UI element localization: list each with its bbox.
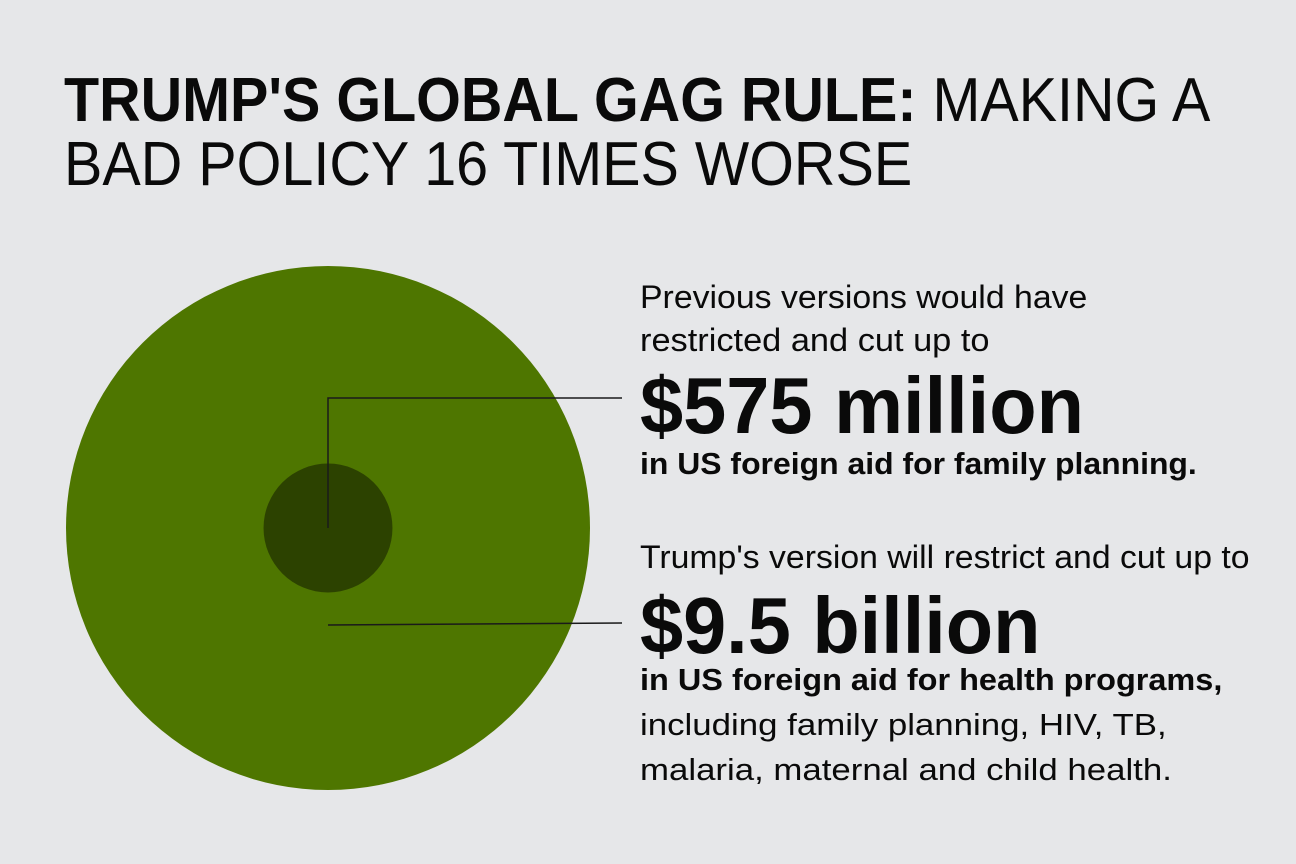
- previous-intro-2: restricted and cut up to: [640, 322, 990, 358]
- previous-intro-1: Previous versions would have: [640, 279, 1088, 315]
- trump-detail-3: malaria, maternal and child health.: [640, 752, 1172, 787]
- previous-amount: $575 million: [640, 361, 1084, 450]
- trump-detail-bold: in US foreign aid for health programs,: [640, 662, 1223, 697]
- trump-detail-2: including family planning, HIV, TB,: [640, 707, 1167, 742]
- previous-detail: in US foreign aid for family planning.: [640, 446, 1197, 481]
- trump-intro: Trump's version will restrict and cut up…: [640, 539, 1250, 575]
- headline-bold: TRUMP'S GLOBAL GAG RULE:: [64, 66, 917, 135]
- leader-line-575-million: [327, 397, 622, 528]
- headline-line-2: BAD POLICY 16 TIMES WORSE: [64, 130, 913, 199]
- headline-regular: MAKING A: [916, 66, 1211, 135]
- headline-line-1: TRUMP'S GLOBAL GAG RULE: MAKING A: [64, 70, 1210, 132]
- leader-line-9-5-billion: [327, 622, 623, 626]
- trump-amount: $9.5 billion: [640, 581, 1041, 670]
